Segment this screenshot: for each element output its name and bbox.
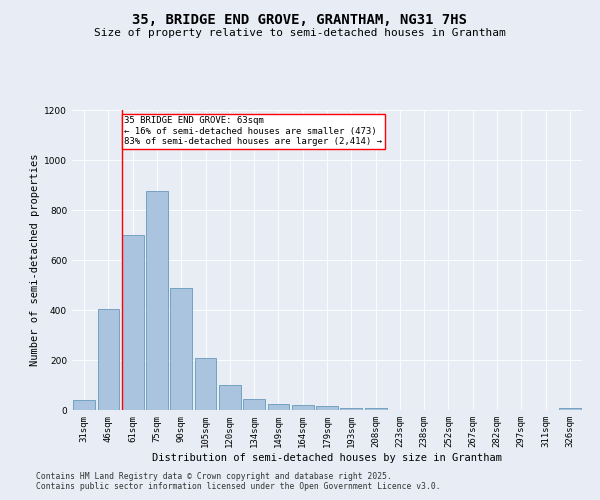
Bar — [146, 191, 168, 410]
Bar — [268, 404, 289, 410]
Bar — [559, 408, 581, 410]
Bar — [292, 405, 314, 410]
Bar — [122, 235, 143, 410]
Y-axis label: Number of semi-detached properties: Number of semi-detached properties — [30, 154, 40, 366]
Text: 35, BRIDGE END GROVE, GRANTHAM, NG31 7HS: 35, BRIDGE END GROVE, GRANTHAM, NG31 7HS — [133, 12, 467, 26]
Bar — [194, 358, 217, 410]
Text: Contains public sector information licensed under the Open Government Licence v3: Contains public sector information licen… — [36, 482, 440, 491]
Bar — [73, 400, 95, 410]
Bar — [316, 406, 338, 410]
Bar — [170, 288, 192, 410]
Bar — [243, 399, 265, 410]
Bar — [97, 308, 119, 410]
Bar — [219, 385, 241, 410]
Text: 35 BRIDGE END GROVE: 63sqm
← 16% of semi-detached houses are smaller (473)
83% o: 35 BRIDGE END GROVE: 63sqm ← 16% of semi… — [124, 116, 382, 146]
Bar — [340, 408, 362, 410]
Text: Size of property relative to semi-detached houses in Grantham: Size of property relative to semi-detach… — [94, 28, 506, 38]
Text: Contains HM Land Registry data © Crown copyright and database right 2025.: Contains HM Land Registry data © Crown c… — [36, 472, 392, 481]
X-axis label: Distribution of semi-detached houses by size in Grantham: Distribution of semi-detached houses by … — [152, 452, 502, 462]
Bar — [365, 408, 386, 410]
